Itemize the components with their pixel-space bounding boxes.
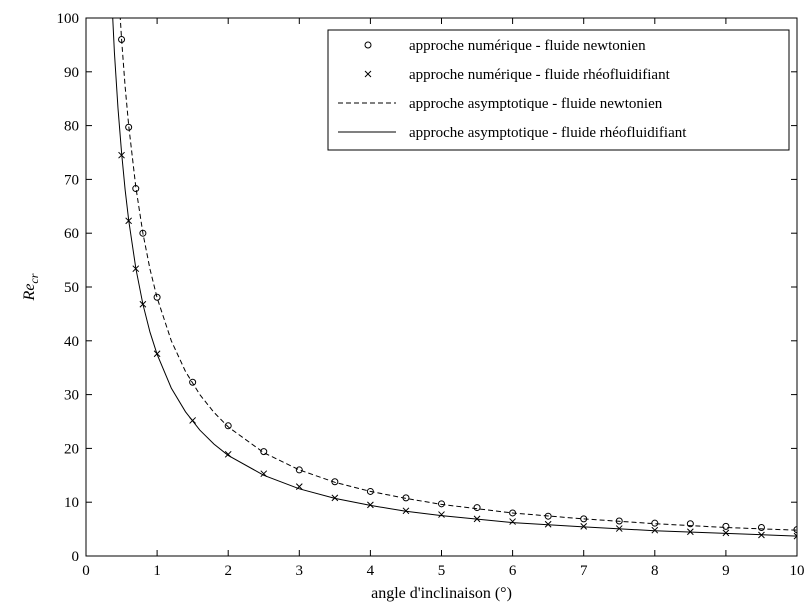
legend-entry: approche numérique - fluide newtonien	[364, 38, 646, 54]
y-tick-label: 40	[64, 334, 79, 350]
series-1-points	[118, 36, 797, 534]
series-1-point	[757, 523, 765, 531]
y-tick-label: 100	[57, 11, 80, 27]
y-tick-label: 20	[64, 441, 79, 457]
legend: approche numérique - fluide newtonien app…	[327, 29, 790, 151]
x-tick-label: 3	[296, 563, 304, 579]
y-tick-label: 10	[64, 495, 79, 511]
y-tick-label: 70	[64, 172, 79, 188]
series-2-point	[367, 501, 374, 509]
series-3-line	[119, 18, 797, 531]
cross-stroke-b	[509, 518, 516, 525]
cross-stroke-a	[793, 532, 797, 537]
cross-stroke-b	[260, 470, 268, 478]
legend-entry: approche numérique - fluide rhéofluidifi…	[364, 67, 671, 83]
x-tick-label: 1	[153, 563, 161, 579]
legend-label: approche numérique - fluide newtonien	[409, 38, 646, 54]
x-axis-label: angle d'inclinaison (°)	[371, 585, 512, 602]
series-2-point	[509, 518, 516, 525]
series-1-point	[224, 422, 232, 430]
x-tick-label: 2	[224, 563, 232, 579]
x-tick-label: 6	[509, 563, 517, 579]
cross-stroke-b	[651, 526, 659, 534]
x-tick-label: 10	[790, 563, 805, 579]
cross-stroke-b	[295, 483, 303, 490]
legend-marker-swatch	[364, 70, 372, 78]
series-1-point	[686, 520, 694, 528]
x-tick-label: 5	[438, 563, 446, 579]
cross-stroke-b	[722, 529, 730, 537]
series-1-point	[438, 500, 445, 508]
y-tick-label: 80	[64, 119, 79, 135]
series-2-point	[438, 511, 445, 518]
y-axis-label: Recr	[21, 273, 41, 301]
series-2-point	[651, 526, 659, 534]
series-4-line	[112, 18, 797, 537]
legend-box	[327, 29, 790, 151]
x-tick-label: 0	[82, 563, 90, 579]
x-tick-label: 9	[722, 563, 730, 579]
legend-entry: approche asymptotique - fluide rhéofluid…	[338, 125, 687, 141]
cross-stroke-b	[364, 70, 372, 78]
legend-marker-swatch	[364, 41, 372, 49]
y-axis-label-main: Re	[21, 284, 38, 302]
y-tick-label: 60	[64, 226, 79, 242]
legend-entry: approche asymptotique - fluide newtonien	[338, 96, 663, 112]
series-1-point	[473, 504, 481, 512]
cross-stroke-b	[367, 501, 374, 509]
series-layer	[112, 18, 797, 540]
y-tick-label: 90	[64, 65, 79, 81]
series-1-point	[295, 466, 303, 474]
legend-label: approche asymptotique - fluide rhéofluid…	[409, 125, 687, 141]
series-1-point	[153, 293, 161, 301]
series-1-point	[722, 522, 730, 530]
cross-stroke-b	[224, 450, 232, 458]
series-1-point	[366, 487, 374, 495]
y-axis-label-sub: cr	[27, 273, 41, 283]
series-1-point	[125, 123, 133, 131]
series-2-point	[793, 532, 797, 540]
y-tick-label: 30	[64, 388, 79, 404]
series-1-point	[260, 448, 268, 456]
cross-stroke-b	[793, 535, 797, 540]
legend-label: approche numérique - fluide rhéofluidifi…	[409, 67, 671, 83]
series-2-point	[295, 483, 303, 490]
y-tick-label: 0	[72, 549, 80, 565]
x-tick-label: 7	[580, 563, 588, 579]
y-tick-label: 50	[64, 280, 79, 296]
series-2-point	[722, 529, 730, 537]
x-tick-label: 8	[651, 563, 659, 579]
cross-stroke-b	[438, 511, 445, 518]
legend-label: approche asymptotique - fluide newtonien	[409, 96, 663, 112]
x-tick-label: 4	[367, 563, 375, 579]
series-1-point	[189, 378, 197, 386]
